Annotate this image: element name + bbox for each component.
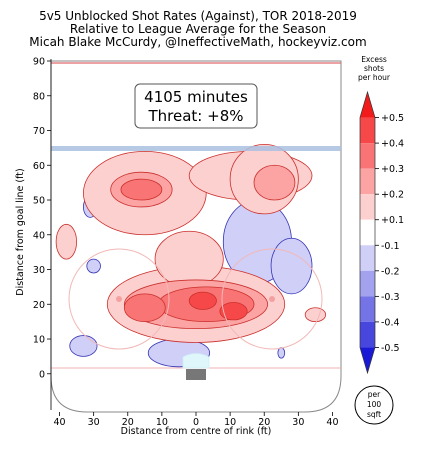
x-tick-label: 30 xyxy=(292,417,304,428)
x-tick-label: 40 xyxy=(53,417,65,428)
colorbar-cell xyxy=(360,296,375,322)
colorbar: Excess shots per hour +0.5+0.4+0.3+0.2+0… xyxy=(354,55,404,425)
colorbar-tick-label: +0.5 xyxy=(381,113,404,124)
annotation-frame xyxy=(134,83,258,129)
colorbar-tick-label: -0.3 xyxy=(381,292,400,303)
x-tick-label: 30 xyxy=(88,417,100,428)
heatmap-region xyxy=(120,178,163,201)
colorbar-tick-label: +0.2 xyxy=(381,190,404,201)
unit-badge xyxy=(354,385,394,425)
colorbar-cell xyxy=(360,92,375,118)
colorbar-cell xyxy=(360,245,375,271)
x-ticks: 40 30 20 10 0 10 20 30 40 xyxy=(53,412,339,428)
y-tick-label: 60 xyxy=(33,161,45,172)
x-tick-label: 40 xyxy=(326,417,338,428)
rink-outline xyxy=(50,60,342,413)
heatmap-region xyxy=(219,302,248,321)
rink-boards xyxy=(50,60,342,413)
y-tick-label: 0 xyxy=(39,369,45,380)
heatmap-region xyxy=(188,291,217,310)
x-tick-label: 0 xyxy=(193,417,199,428)
x-axis: 40 30 20 10 0 10 20 30 40 xyxy=(53,412,339,428)
colorbar-title-line-1: Excess xyxy=(361,55,387,64)
y-tick-label: 80 xyxy=(33,91,45,102)
x-tick-label: 20 xyxy=(122,417,134,428)
colorbar-tick-label: +0.4 xyxy=(381,139,404,150)
x-axis-label: Distance from centre of rink (ft) xyxy=(121,426,272,437)
colorbar-tick-label: -0.1 xyxy=(381,241,400,252)
x-tick-label: 20 xyxy=(258,417,270,428)
heatmap-region xyxy=(277,347,286,359)
colorbar-tick-label: -0.5 xyxy=(381,343,400,354)
colorbar-cell xyxy=(360,321,375,348)
y-tick-label: 50 xyxy=(33,196,45,207)
colorbar-cell xyxy=(360,143,375,169)
colorbar-title-line-2: shots xyxy=(364,64,384,73)
colorbar-cells xyxy=(359,90,376,375)
y-axis-label: Distance from goal line (ft) xyxy=(15,168,26,296)
y-tick-label: 10 xyxy=(33,335,45,346)
colorbar-cell xyxy=(360,168,375,195)
colorbar-tick-label: -0.2 xyxy=(381,266,400,277)
y-tick-label: 70 xyxy=(33,126,45,137)
annotation-minutes: 4105 minutes xyxy=(144,88,248,106)
chart-title-line-2: Relative to League Average for the Seaso… xyxy=(70,22,326,36)
chart-title-line-3: Micah Blake McCurdy, @IneffectiveMath, h… xyxy=(29,35,366,49)
colorbar-cell xyxy=(360,219,375,246)
heatmap-region xyxy=(55,223,77,260)
colorbar-tick-label: +0.1 xyxy=(381,215,404,226)
heatmap-regions xyxy=(55,144,327,368)
y-tick-label: 20 xyxy=(33,300,45,311)
heatmap-region xyxy=(86,258,101,274)
crease xyxy=(182,353,210,369)
faceoff-circle-right xyxy=(221,248,323,350)
chart-title-line-1: 5v5 Unblocked Shot Rates (Against), TOR … xyxy=(39,9,357,23)
y-tick-label: 30 xyxy=(33,265,45,276)
colorbar-tick-label: -0.4 xyxy=(381,317,400,328)
heatmap-region xyxy=(304,307,327,323)
annotation-box: 4105 minutes Threat: +8% xyxy=(134,83,258,129)
x-tick-label: 10 xyxy=(224,417,236,428)
annotation-threat: Threat: +8% xyxy=(148,107,244,125)
colorbar-cell xyxy=(360,194,375,220)
y-ticks: 0 10 20 30 40 50 60 70 80 90 xyxy=(33,57,51,380)
colorbar-cell xyxy=(360,270,375,297)
blue-line xyxy=(51,146,341,151)
colorbar-ticks: +0.5 +0.4 +0.3 +0.2 +0.1 -0.1 -0.2 -0.3 -0.4 -0.5 xyxy=(375,113,404,354)
y-tick-label: 40 xyxy=(33,230,45,241)
heatmap-region xyxy=(270,237,313,295)
unit-badge-line-3: sqft xyxy=(367,410,381,419)
heatmap-region xyxy=(253,164,296,201)
colorbar-cell xyxy=(360,117,375,144)
y-tick-label: 90 xyxy=(33,57,45,68)
unit-badge-line-2: 100 xyxy=(367,400,382,409)
heatmap-region xyxy=(154,230,224,288)
faceoff-circle-left xyxy=(68,248,170,350)
y-axis: 0 10 20 30 40 50 60 70 80 90 xyxy=(33,57,52,410)
colorbar-cell xyxy=(360,347,375,373)
x-tick-label: 10 xyxy=(156,417,168,428)
colorbar-title-line-3: per hour xyxy=(358,73,391,82)
goal-net xyxy=(186,369,206,380)
heatmap-region xyxy=(69,335,98,357)
heatmap-region xyxy=(123,293,166,323)
faceoff-dot-right xyxy=(269,296,275,302)
faceoff-dot-left xyxy=(116,296,122,302)
unit-badge-line-1: per xyxy=(368,390,381,399)
colorbar-tick-label: +0.3 xyxy=(381,164,404,175)
